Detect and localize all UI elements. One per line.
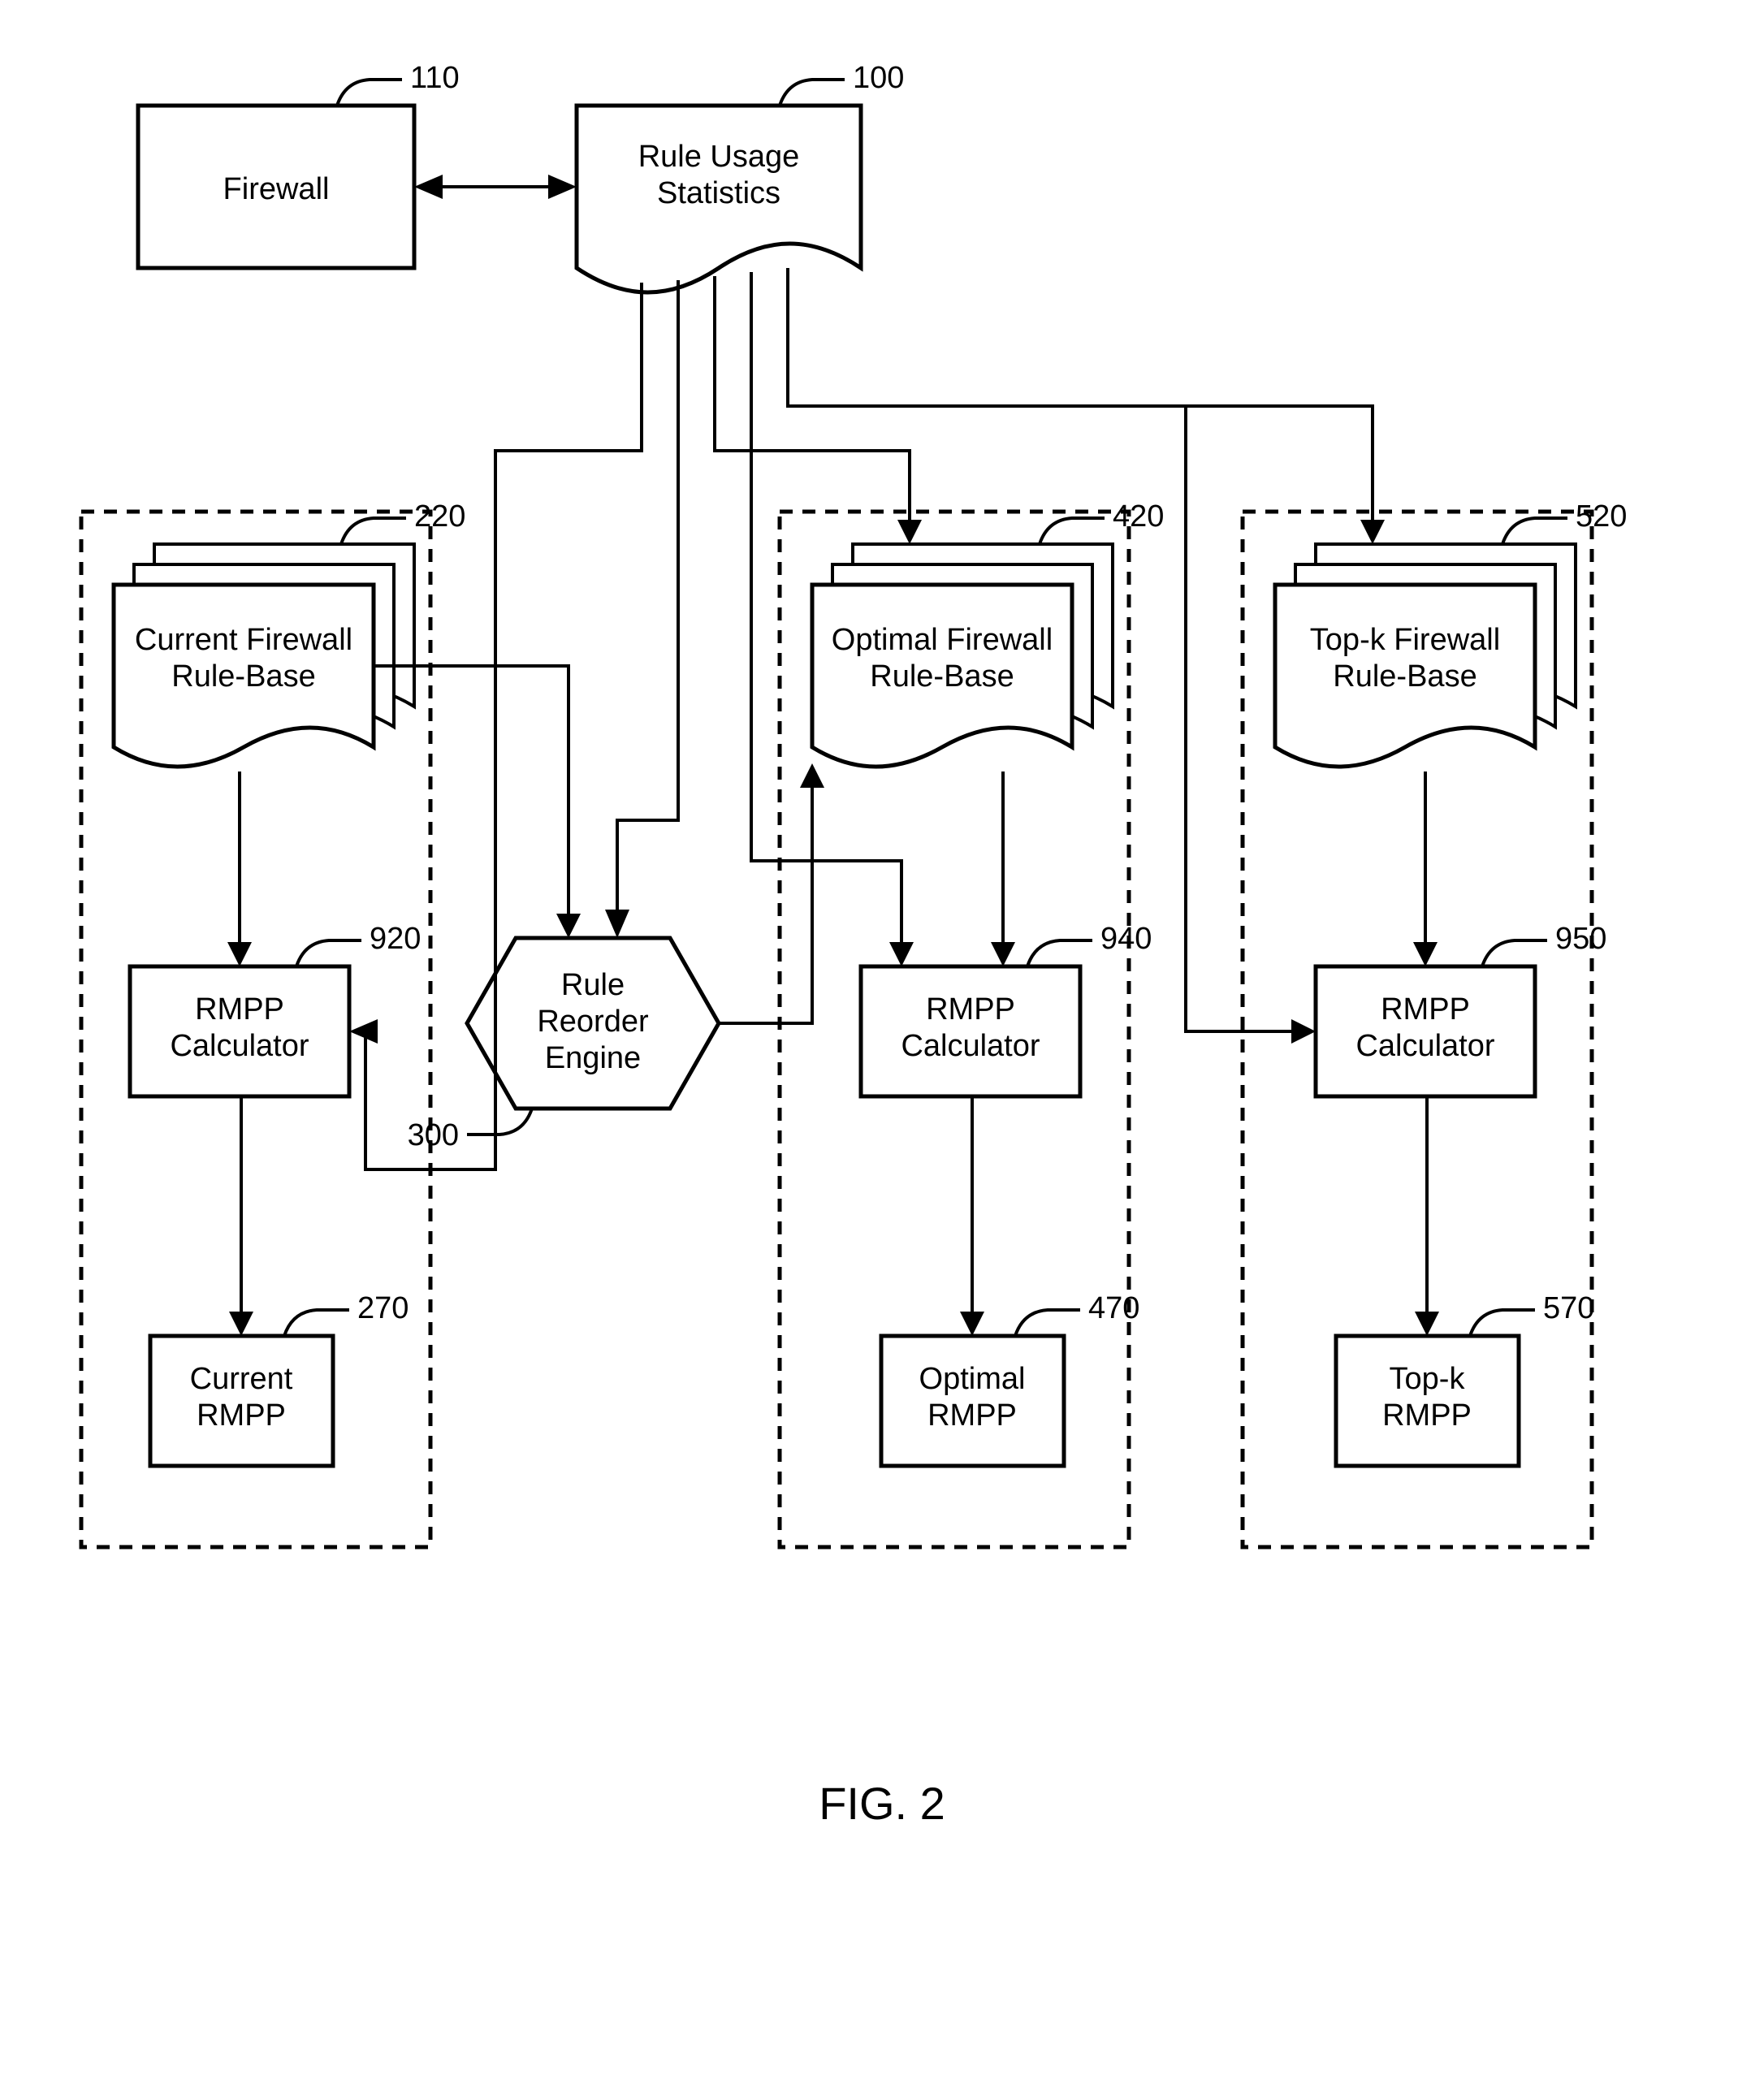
topk-rmpp-label2: RMPP (1382, 1398, 1472, 1433)
current-rulebase-ref: 220 (414, 499, 465, 534)
topk-rmpp-label1: Top-k (1390, 1362, 1466, 1396)
rmpp-calc-optimal-label2: Calculator (901, 1029, 1040, 1063)
figure-caption: FIG. 2 (819, 1778, 945, 1829)
reorder-label2: Reorder (537, 1005, 649, 1039)
current-rmpp-ref: 270 (357, 1291, 409, 1325)
rule-reorder-engine-node: Rule Reorder Engine 300 (408, 938, 719, 1152)
rmpp-calc-current-label2: Calculator (170, 1029, 309, 1063)
rmpp-calc-optimal-label1: RMPP (926, 992, 1015, 1027)
edge-rmppcalc-topk-to-result (1415, 1096, 1439, 1336)
current-rmpp-label2: RMPP (197, 1398, 286, 1433)
rmpp-calc-optimal-ref: 940 (1100, 922, 1152, 956)
edge-opt-rulebase-to-rmppcalc (991, 772, 1015, 966)
optimal-rulebase-node: Optimal Firewall Rule-Base 420 (812, 499, 1164, 767)
rule-usage-node: Rule Usage Statistics 100 (577, 61, 904, 292)
topk-rulebase-label1: Top-k Firewall (1310, 623, 1500, 657)
edge-reorder-to-opt-rulebase (719, 763, 824, 1023)
edge-topk-rulebase-to-rmppcalc (1413, 772, 1438, 966)
rmpp-calc-current-ref: 920 (370, 922, 421, 956)
edge-cur-rulebase-to-reorder (374, 666, 581, 938)
optimal-rulebase-label1: Optimal Firewall (832, 623, 1053, 657)
current-rmpp-label1: Current (190, 1362, 293, 1396)
topk-rulebase-label2: Rule-Base (1333, 659, 1476, 694)
edge-rmppcalc-opt-to-result (960, 1096, 984, 1336)
optimal-rmpp-label1: Optimal (919, 1362, 1026, 1396)
reorder-ref: 300 (408, 1118, 459, 1152)
topk-rmpp-node: Top-k RMPP 570 (1336, 1291, 1594, 1466)
firewall-node: Firewall 110 (138, 61, 460, 268)
current-rmpp-node: Current RMPP 270 (150, 1291, 409, 1466)
current-rulebase-node: Current Firewall Rule-Base 220 (114, 499, 465, 767)
rmpp-calc-topk-node: RMPP Calculator 950 (1316, 922, 1606, 1096)
optimal-rulebase-ref: 420 (1113, 499, 1164, 534)
topk-rulebase-node: Top-k Firewall Rule-Base 520 (1275, 499, 1627, 767)
current-rulebase-label2: Rule-Base (171, 659, 315, 694)
edge-ru-to-topk-rulebase (788, 268, 1385, 544)
topk-rmpp-ref: 570 (1543, 1291, 1594, 1325)
rmpp-calc-topk-label1: RMPP (1381, 992, 1470, 1027)
optimal-rmpp-label2: RMPP (927, 1398, 1017, 1433)
rule-usage-label2: Statistics (657, 176, 780, 210)
diagram-canvas: Firewall 110 Rule Usage Statistics 100 C… (0, 0, 1764, 2092)
firewall-label: Firewall (223, 172, 330, 206)
reorder-label3: Engine (545, 1041, 641, 1075)
edge-firewall-ruleusage (414, 175, 577, 199)
topk-rulebase-ref: 520 (1576, 499, 1627, 534)
edge-rmppcalc-cur-to-result (229, 1096, 253, 1336)
edge-cur-rulebase-to-rmppcalc (227, 772, 252, 966)
rmpp-calc-current-node: RMPP Calculator 920 (130, 922, 421, 1096)
rule-usage-ref: 100 (853, 61, 904, 95)
edge-ru-to-opt-rulebase (715, 276, 922, 544)
current-rulebase-label1: Current Firewall (135, 623, 352, 657)
firewall-ref: 110 (410, 61, 460, 95)
rmpp-calc-current-label1: RMPP (195, 992, 284, 1027)
reorder-label1: Rule (561, 968, 625, 1002)
rmpp-calc-topk-ref: 950 (1555, 922, 1606, 956)
optimal-rmpp-node: Optimal RMPP 470 (881, 1291, 1139, 1466)
rmpp-calc-topk-label2: Calculator (1355, 1029, 1494, 1063)
rule-usage-label1: Rule Usage (638, 140, 800, 174)
optimal-rmpp-ref: 470 (1088, 1291, 1139, 1325)
optimal-rulebase-label2: Rule-Base (870, 659, 1014, 694)
